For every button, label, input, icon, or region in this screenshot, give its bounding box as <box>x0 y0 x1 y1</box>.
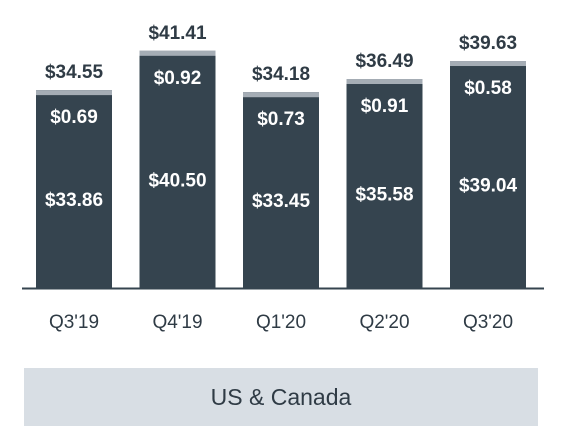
bars-layer <box>36 50 526 289</box>
bar-cap-3 <box>346 79 423 85</box>
total-label-1: $41.41 <box>148 23 207 44</box>
segment-small-label-1: $0.92 <box>154 68 202 89</box>
bar-1 <box>139 50 216 288</box>
labels-layer: $34.55 $0.69 $33.86 $41.41 $0.92 $40.50 $34.18… <box>45 23 518 212</box>
x-tick-label-3: Q2'20 <box>359 312 409 333</box>
bar-cap-0 <box>36 90 112 96</box>
x-tick-label-2: Q1'20 <box>256 312 306 333</box>
total-label-0: $34.55 <box>45 62 104 83</box>
segment-main-label-4: $39.04 <box>459 176 518 197</box>
segment-main-label-2: $33.45 <box>252 191 311 212</box>
bar-cap-4 <box>450 61 526 67</box>
total-label-3: $36.49 <box>355 51 413 72</box>
bar-4 <box>450 61 526 288</box>
region-label-box: US & Canada <box>24 368 538 426</box>
bar-0 <box>36 90 112 288</box>
x-tick-labels: Q3'19 Q4'19 Q1'20 Q2'20 Q3'20 <box>49 312 513 333</box>
bar-3 <box>346 79 423 289</box>
x-tick-label-4: Q3'20 <box>463 312 513 333</box>
stacked-bar-chart: $34.55 $0.69 $33.86 $41.41 $0.92 $40.50 $34.18… <box>22 23 544 333</box>
segment-main-label-1: $40.50 <box>148 170 206 191</box>
x-tick-label-1: Q4'19 <box>152 312 202 333</box>
bar-cap-1 <box>139 50 216 56</box>
x-tick-label-0: Q3'19 <box>49 312 99 333</box>
segment-main-label-0: $33.86 <box>45 190 103 211</box>
total-label-4: $39.63 <box>459 33 517 54</box>
segment-small-label-0: $0.69 <box>50 107 98 128</box>
segment-small-label-2: $0.73 <box>257 109 305 130</box>
bar-cap-2 <box>243 92 319 98</box>
segment-main-label-3: $35.58 <box>355 185 413 206</box>
segment-small-label-4: $0.58 <box>464 78 512 99</box>
bar-2 <box>243 92 319 288</box>
total-label-2: $34.18 <box>252 64 310 85</box>
segment-small-label-3: $0.91 <box>361 96 409 117</box>
region-label: US & Canada <box>210 383 352 410</box>
